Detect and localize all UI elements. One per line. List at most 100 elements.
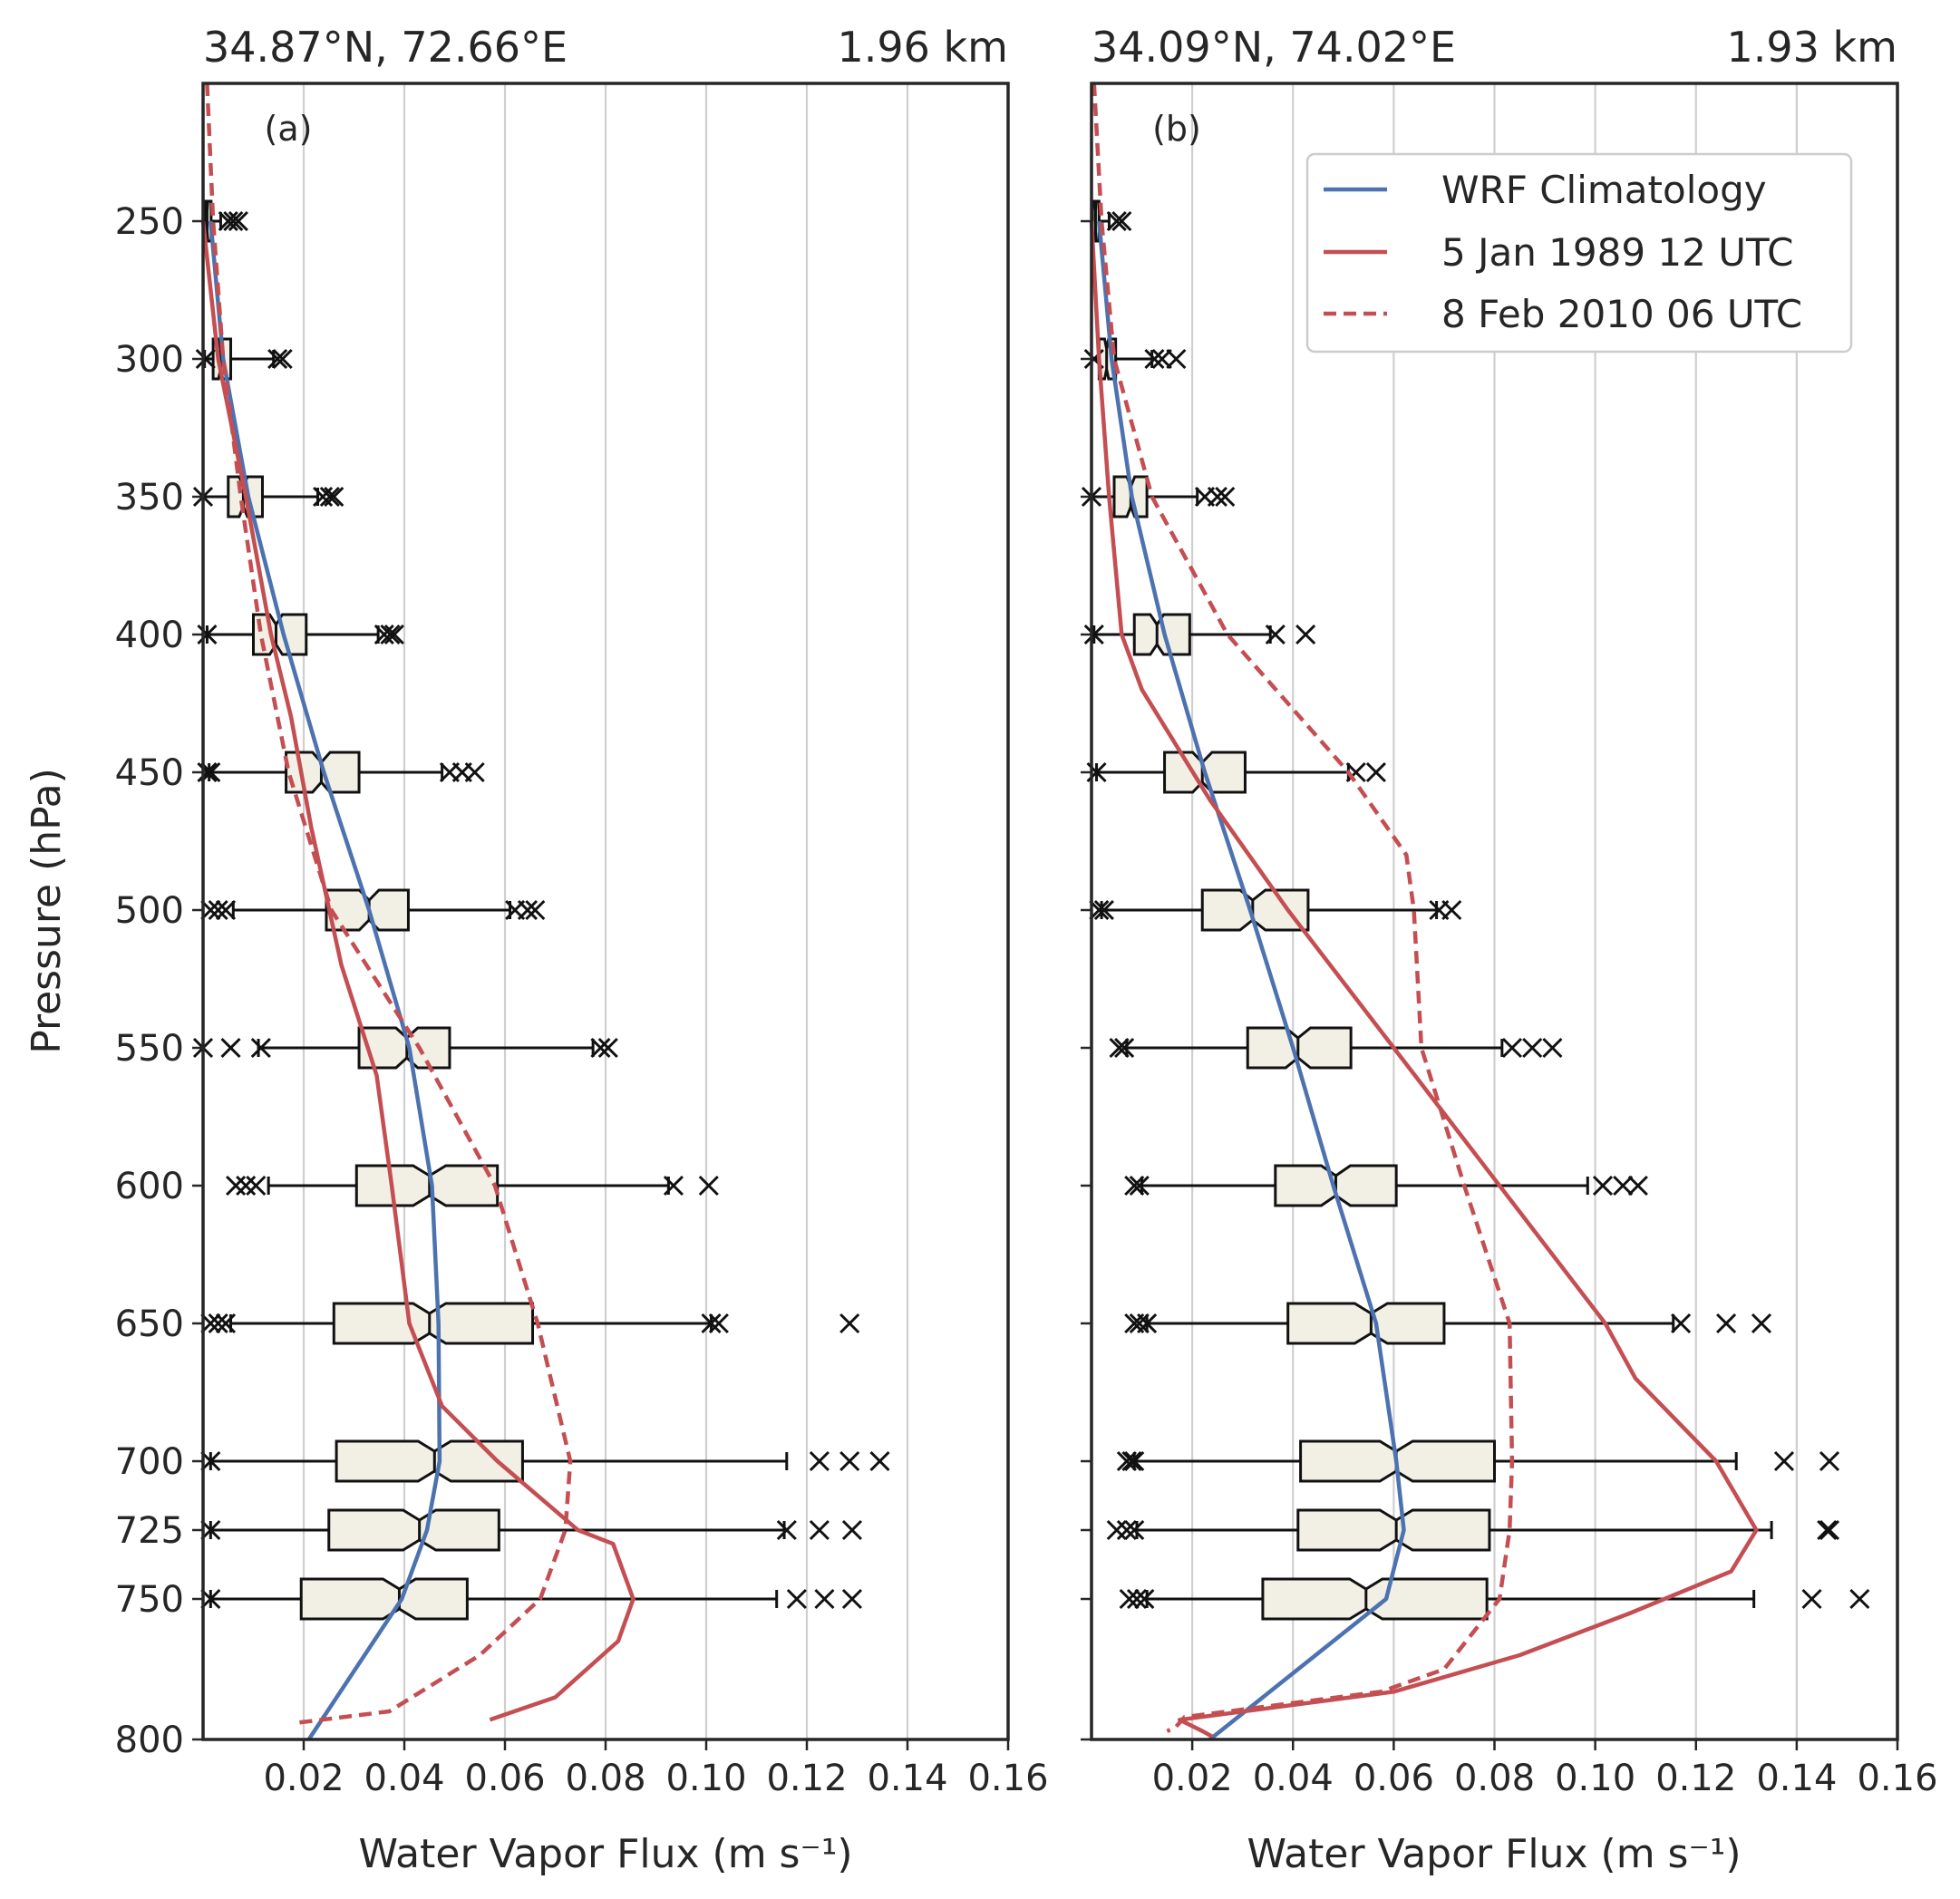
y-tick-label: 600 [115,1166,184,1207]
outlier-marker [869,1450,890,1472]
x-tick-label-a: 0.04 [364,1758,444,1799]
outlier-marker [1207,486,1227,508]
outlier-marker [1129,1313,1150,1334]
profile-line-8-feb-2010-06-utc [205,82,573,1725]
notched-box [1296,1508,1491,1552]
y-tick-label: 400 [115,615,184,656]
outlier-marker [267,348,288,370]
outlier-marker [1116,1450,1137,1472]
outlier-marker [1345,761,1366,783]
y-tick-label: 750 [115,1579,184,1621]
x-axis-label-b: Water Vapor Flux (m s⁻¹) [1247,1831,1741,1877]
outlier-marker [776,1519,797,1541]
outlier-marker [374,624,394,645]
x-axis-label-a: Water Vapor Flux (m s⁻¹) [358,1831,852,1877]
y-tick-label: 450 [115,752,184,794]
outlier-marker [1849,1588,1870,1610]
x-tick-label-b: 0.08 [1454,1758,1535,1799]
outlier-marker [195,348,216,370]
x-tick-label-a: 0.12 [766,1758,847,1799]
outlier-marker [1627,1175,1648,1197]
outlier-marker [1106,1519,1127,1541]
box-650 [200,1302,860,1345]
outlier-marker [1124,1450,1145,1472]
outlier-marker [1093,899,1114,921]
outlier-marker [464,761,485,783]
notched-box [357,1026,451,1070]
boxes-b [1081,199,1870,1621]
outlier-marker [1542,1037,1563,1059]
box-400 [197,613,404,656]
outlier-marker [1773,1450,1795,1472]
outlier-marker [517,899,539,921]
outlier-marker [197,761,218,783]
notched-box [1132,613,1191,656]
y-tick-label: 350 [115,477,184,518]
y-tick-label: 300 [115,339,184,381]
profile-line-wrf-climatology [209,220,442,1741]
outlier-marker [1106,210,1127,232]
legend-label-1989: 5 Jan 1989 12 UTC [1441,230,1793,275]
outlier-marker [597,1037,618,1059]
outlier-marker [197,624,218,645]
y-tick-label: 250 [115,201,184,243]
y-tick-label: 700 [115,1441,184,1483]
panel-label-b: (b) [1152,109,1201,149]
legend-box [1305,152,1853,354]
outlier-marker [1137,1313,1158,1334]
outlier-marker [1671,1313,1692,1334]
x-tick-label-b: 0.10 [1555,1758,1635,1799]
outlier-marker [1265,624,1286,645]
outlier-marker [698,1175,719,1197]
outlier-marker [215,899,237,921]
outlier-marker [208,899,228,921]
outlier-marker [1116,1519,1137,1541]
box-750 [200,1577,863,1621]
box-550 [192,1026,618,1070]
outlier-marker [236,1175,257,1197]
outlier-marker [1613,1175,1634,1197]
outlier-marker [841,1588,863,1610]
outlier-marker [1819,1519,1840,1541]
profile-line-5-jan-1989-12-utc [1089,220,1759,1739]
x-tick-label-a: 0.08 [565,1758,645,1799]
outlier-marker [1114,1037,1135,1059]
outlier-marker [246,1175,267,1197]
notched-box [299,1577,469,1621]
x-tick-label-a: 0.02 [263,1758,344,1799]
outlier-marker [1592,1175,1614,1197]
profile-line-8-feb-2010-06-utc [1092,82,1515,1733]
panel-b: 0.02 0.04 0.06 0.08 0.10 0.12 0.14 0.16 34.09°N… [1081,23,1938,1877]
profile-lines-b [1089,82,1759,1741]
outlier-marker [814,1588,835,1610]
box-700 [200,1439,890,1483]
outlier-marker [1501,1037,1523,1059]
notched-box [327,1508,500,1552]
x-tick-label-b: 0.04 [1253,1758,1334,1799]
legend-label-2010: 8 Feb 2010 06 UTC [1441,292,1802,336]
outlier-marker [1126,1588,1148,1610]
outlier-marker [590,1037,611,1059]
outlier-marker [383,624,404,645]
panel-label-a: (a) [265,109,313,149]
x-tick-label-b: 0.12 [1655,1758,1736,1799]
outlier-marker [1817,1519,1838,1541]
outlier-marker [208,1313,228,1334]
outlier-marker [1295,624,1316,645]
x-tick-label-a: 0.16 [967,1758,1048,1799]
outlier-marker [1441,899,1462,921]
box-400 [1083,613,1316,656]
x-tick-label-b: 0.06 [1354,1758,1434,1799]
outlier-marker [220,1037,241,1059]
outlier-marker [1151,348,1172,370]
outlier-marker [1166,348,1187,370]
outlier-marker [839,1313,860,1334]
outlier-marker [809,1450,830,1472]
x-tick-label-a: 0.14 [867,1758,947,1799]
outlier-marker [218,210,238,232]
box-600 [1124,1164,1648,1207]
x-tick-label-b: 0.02 [1152,1758,1233,1799]
outlier-marker [1365,761,1386,783]
profile-line-5-jan-1989-12-utc [200,220,636,1722]
outlier-marker [786,1588,807,1610]
